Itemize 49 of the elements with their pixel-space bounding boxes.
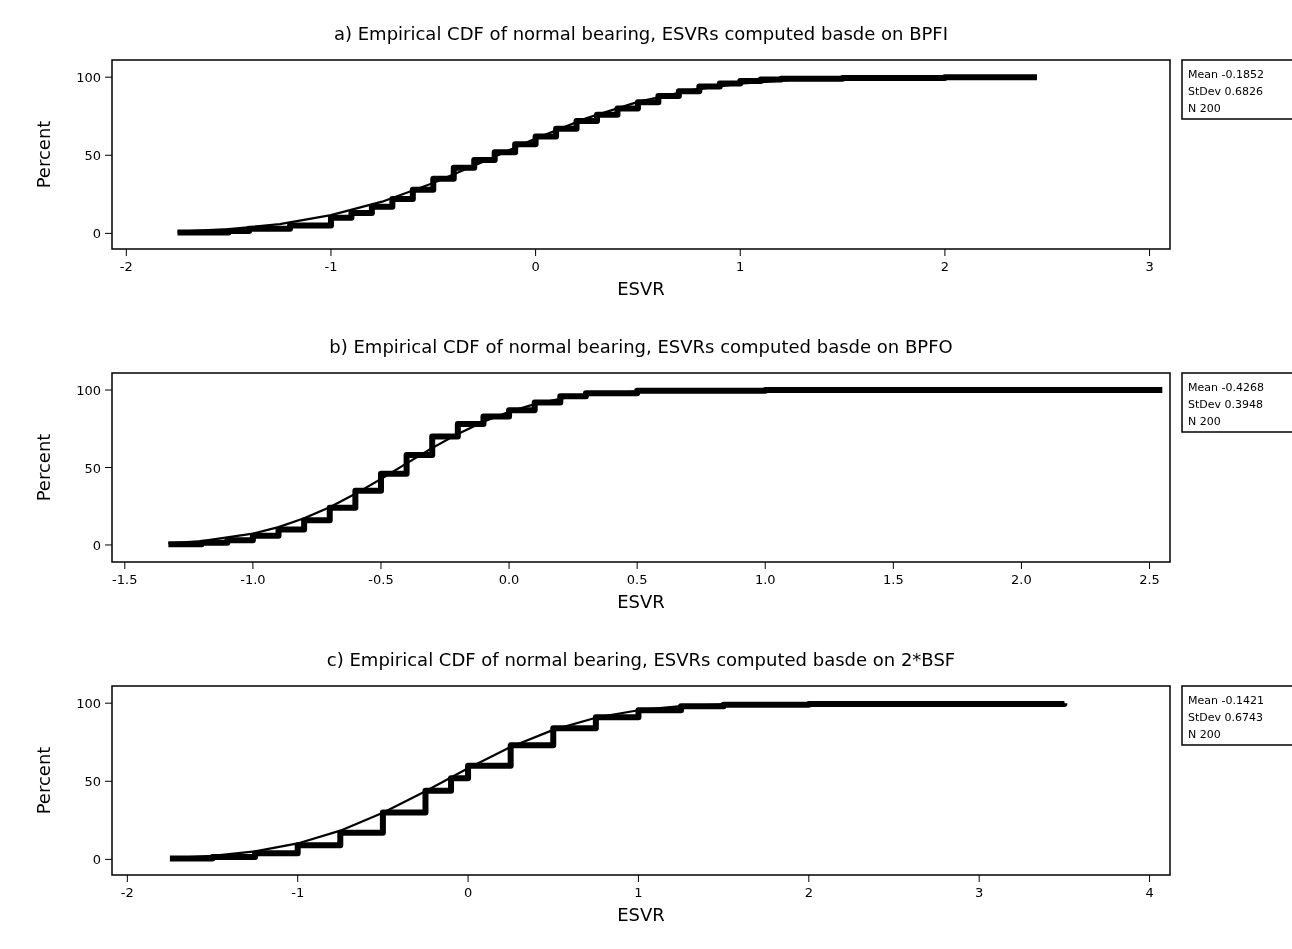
text: StDev 0.6826 bbox=[1188, 85, 1264, 98]
y-axis-title: Percent bbox=[33, 746, 54, 815]
x-tick-label: 2 bbox=[804, 885, 813, 900]
x-tick-label: 2 bbox=[940, 259, 950, 274]
text: Mean -0.1852 bbox=[1188, 68, 1264, 81]
y-tick-label: 50 bbox=[84, 148, 101, 164]
text: N 200 bbox=[1188, 415, 1221, 428]
x-tick-label: 2.5 bbox=[1139, 572, 1160, 587]
x-tick-label: 0.5 bbox=[626, 572, 648, 587]
x-tick-label: 1.5 bbox=[882, 572, 904, 587]
x-tick-label: 1.0 bbox=[754, 572, 776, 587]
y-tick-label: 0 bbox=[92, 226, 101, 242]
x-axis-title: ESVR bbox=[617, 904, 665, 925]
y-tick-label: 100 bbox=[76, 696, 101, 712]
x-tick-label: -0.5 bbox=[368, 572, 394, 587]
x-tick-label: -1.0 bbox=[240, 572, 266, 587]
chart-title: a) Empirical CDF of normal bearing, ESVRs computed basde on BPFI bbox=[333, 23, 949, 44]
x-axis-title: ESVR bbox=[617, 278, 665, 299]
text: N 200 bbox=[1188, 102, 1221, 115]
chart-title: b) Empirical CDF of normal bearing, ESVRs computed basde on BPFO bbox=[329, 336, 953, 357]
x-tick-label: 1 bbox=[736, 259, 745, 274]
text: Mean -0.4268 bbox=[1188, 381, 1264, 394]
y-tick-label: 50 bbox=[84, 460, 101, 476]
x-tick-label: 0 bbox=[531, 259, 540, 274]
x-tick-label: 2.0 bbox=[1011, 572, 1032, 587]
x-tick-label: 1 bbox=[634, 885, 643, 900]
chart-title: c) Empirical CDF of normal bearing, ESVRs computed basde on 2*BSF bbox=[326, 649, 956, 670]
x-tick-label: 0.0 bbox=[498, 572, 520, 587]
x-tick-label: -1 bbox=[291, 885, 305, 900]
text: StDev 0.6743 bbox=[1188, 711, 1264, 724]
y-tick-label: 0 bbox=[92, 537, 101, 553]
x-tick-label: 3 bbox=[1145, 259, 1154, 274]
x-tick-label: -1 bbox=[324, 259, 338, 274]
text: Mean -0.1421 bbox=[1188, 694, 1264, 707]
x-tick-label: 3 bbox=[975, 885, 984, 900]
text: N 200 bbox=[1188, 728, 1221, 741]
y-axis-title: Percent bbox=[33, 433, 54, 502]
x-tick-label: -2 bbox=[119, 259, 133, 274]
y-tick-label: 100 bbox=[76, 383, 101, 399]
y-axis-title: Percent bbox=[33, 120, 54, 189]
text: StDev 0.3948 bbox=[1188, 398, 1264, 411]
x-axis-title: ESVR bbox=[617, 591, 665, 612]
x-tick-label: -2 bbox=[120, 885, 134, 900]
x-tick-label: 4 bbox=[1145, 885, 1154, 900]
y-tick-label: 100 bbox=[76, 70, 101, 86]
y-tick-label: 50 bbox=[84, 774, 101, 790]
y-tick-label: 0 bbox=[92, 852, 101, 868]
x-tick-label: 0 bbox=[463, 885, 473, 900]
x-tick-label: -1.5 bbox=[112, 572, 138, 587]
